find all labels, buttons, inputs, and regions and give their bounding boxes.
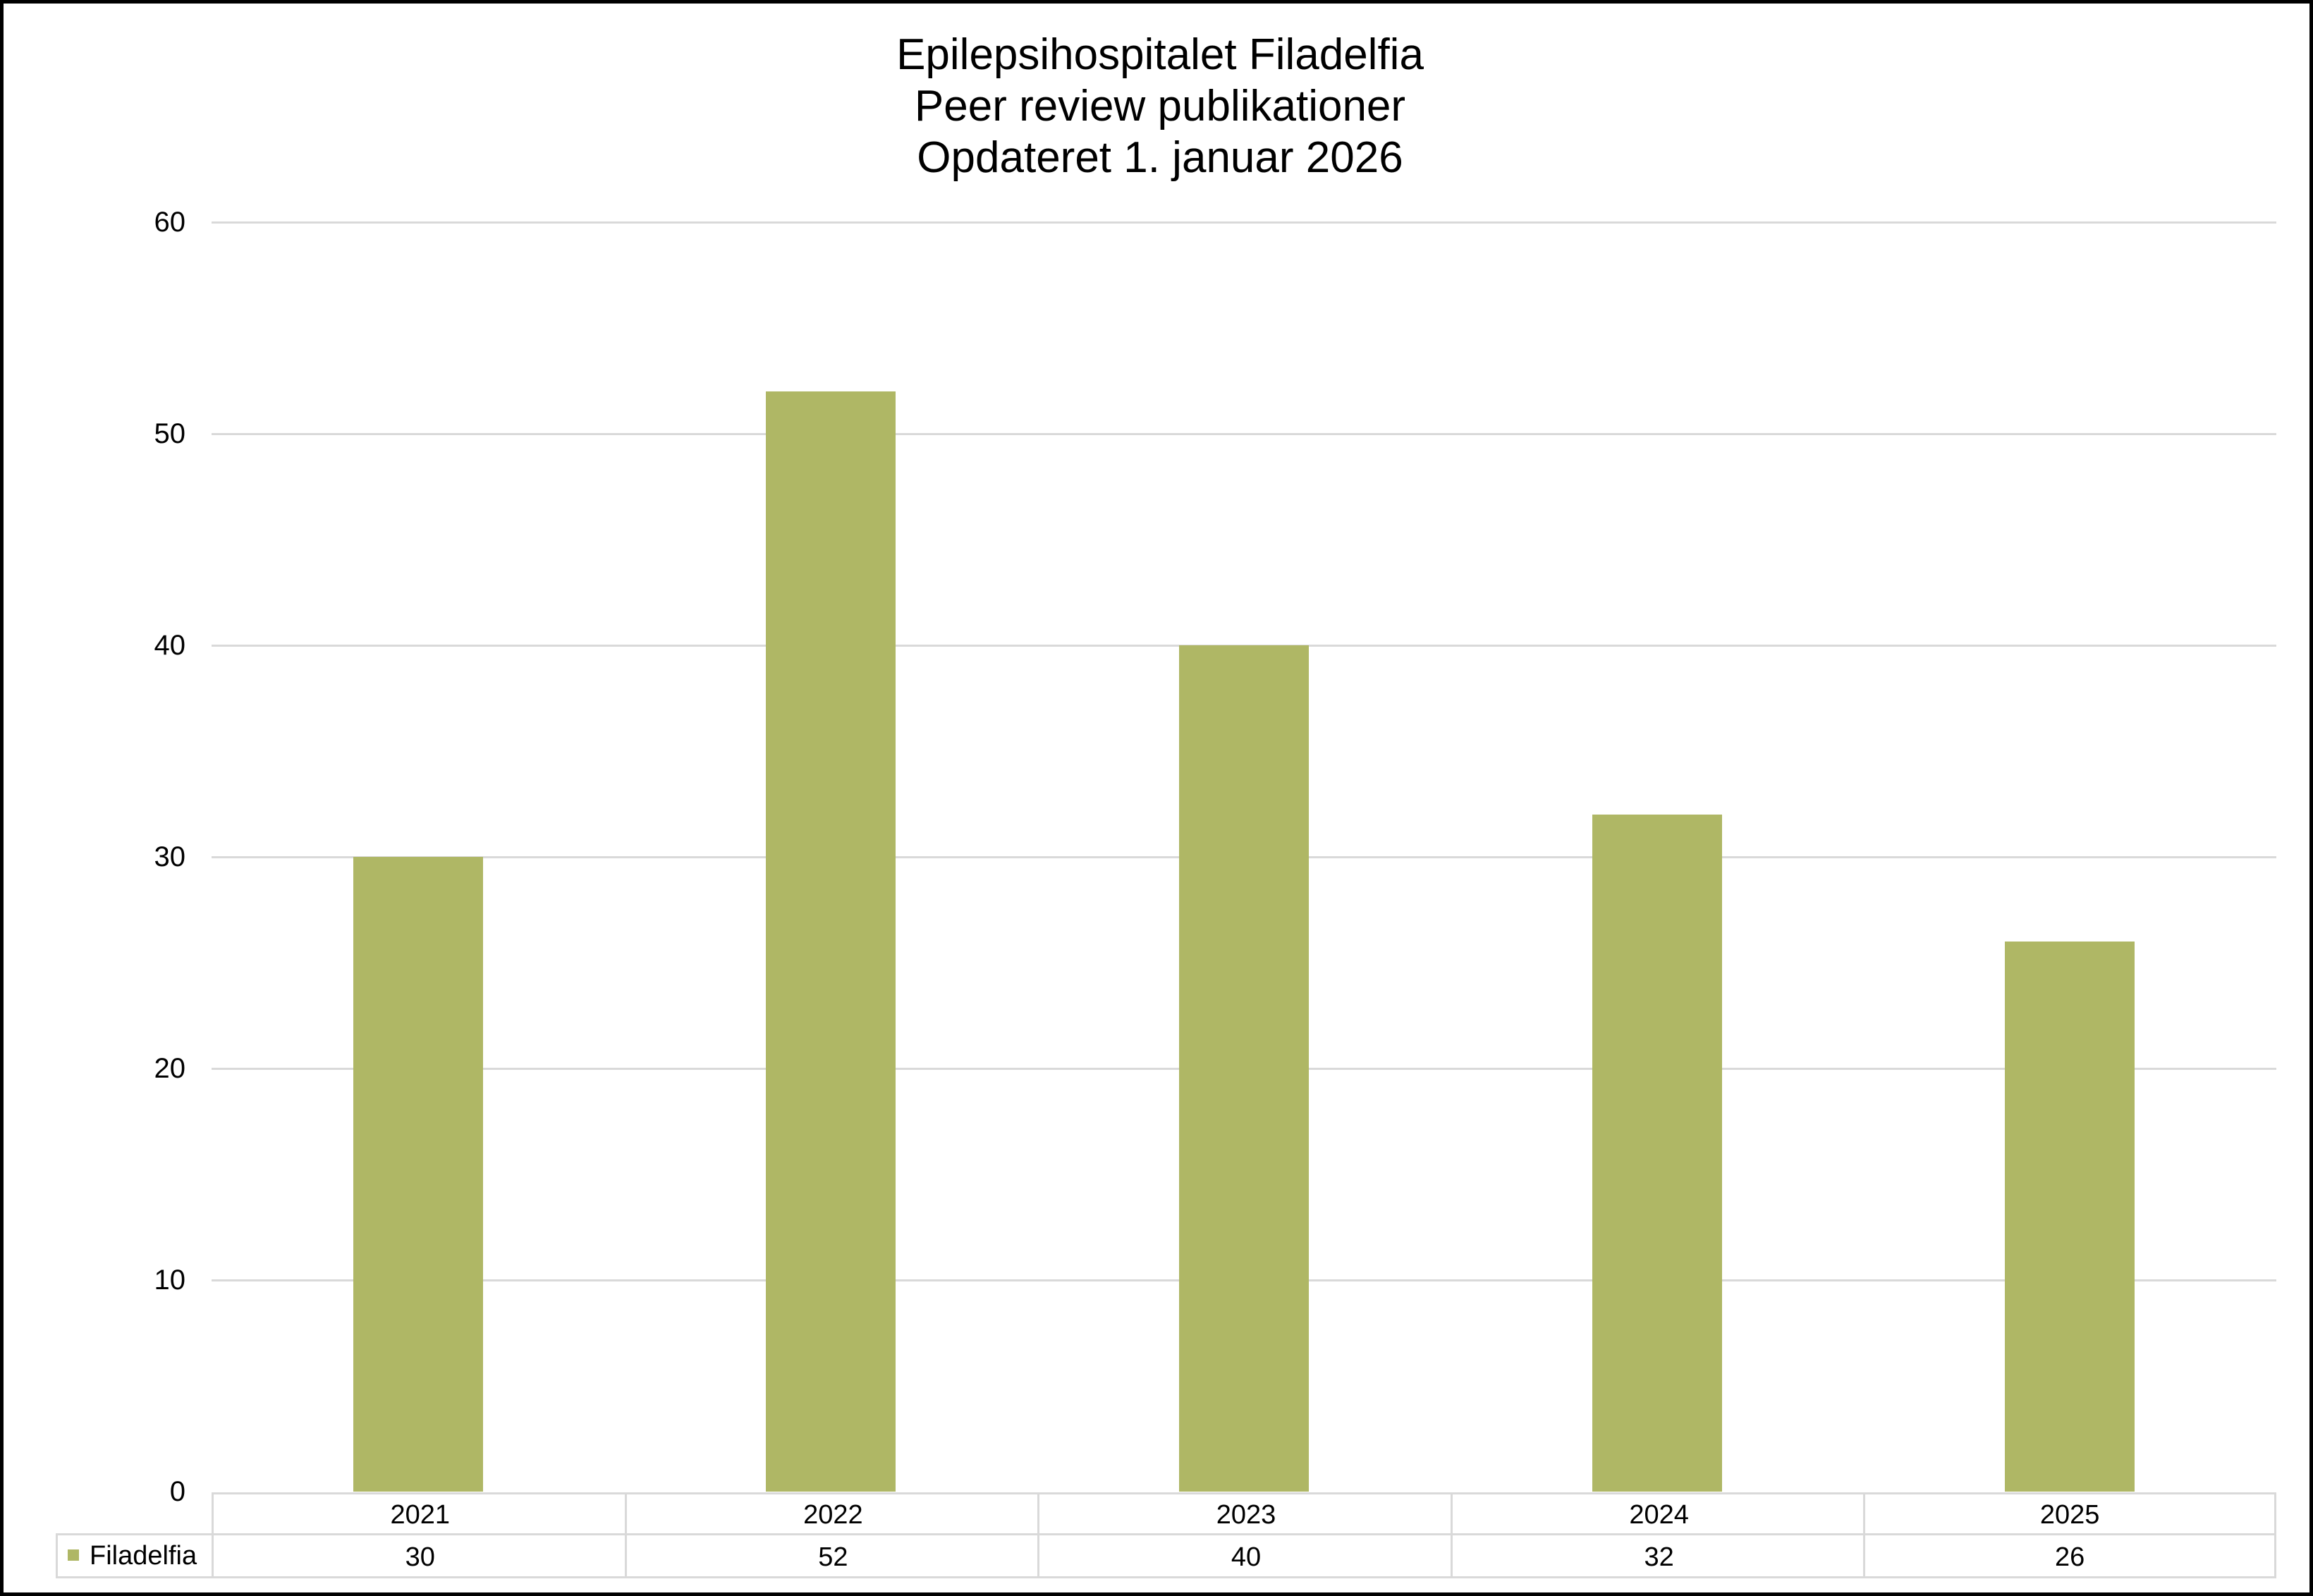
bar-2025 <box>2005 942 2135 1492</box>
legend-marker-square-icon <box>68 1549 79 1561</box>
bar-2023 <box>1179 645 1309 1492</box>
bar-2022 <box>766 391 896 1492</box>
chart-title-line-1: Epilepsihospitalet Filadelfia <box>896 30 1424 79</box>
y-tick-label: 40 <box>154 630 186 661</box>
plot-area <box>212 221 2276 1492</box>
data-table: Filadelfia 2021 30 2022 52 2023 40 2024 32 2025 2… <box>56 1492 2278 1578</box>
x-category-label: 2025 <box>1863 1492 2276 1535</box>
bar-2024 <box>1592 815 1722 1492</box>
gridline <box>212 433 2276 435</box>
y-tick-label: 30 <box>154 841 186 872</box>
x-category-label: 2022 <box>624 1492 1040 1535</box>
legend-cell: Filadelfia <box>56 1533 214 1578</box>
x-category-label: 2021 <box>212 1492 627 1535</box>
x-category-label: 2024 <box>1450 1492 1866 1535</box>
y-tick-label: 0 <box>169 1476 185 1507</box>
chart-title-line-3: Opdateret 1. januar 2026 <box>917 133 1403 182</box>
data-table-value: 30 <box>212 1533 627 1578</box>
y-tick-label: 10 <box>154 1265 186 1296</box>
bar-2021 <box>353 857 483 1492</box>
chart-title-line-2: Peer review publikationer <box>914 82 1406 130</box>
data-table-value: 26 <box>1863 1533 2276 1578</box>
legend-label: Filadelfia <box>90 1541 197 1571</box>
chart-title: Epilepsihospitalet Filadelfia Peer revie… <box>4 29 2313 183</box>
x-category-label: 2023 <box>1037 1492 1453 1535</box>
data-table-value: 32 <box>1450 1533 1866 1578</box>
data-table-value: 40 <box>1037 1533 1453 1578</box>
y-tick-label: 20 <box>154 1053 186 1084</box>
y-tick-label: 50 <box>154 418 186 449</box>
gridline <box>212 221 2276 224</box>
y-tick-label: 60 <box>154 207 186 238</box>
data-table-value: 52 <box>624 1533 1040 1578</box>
